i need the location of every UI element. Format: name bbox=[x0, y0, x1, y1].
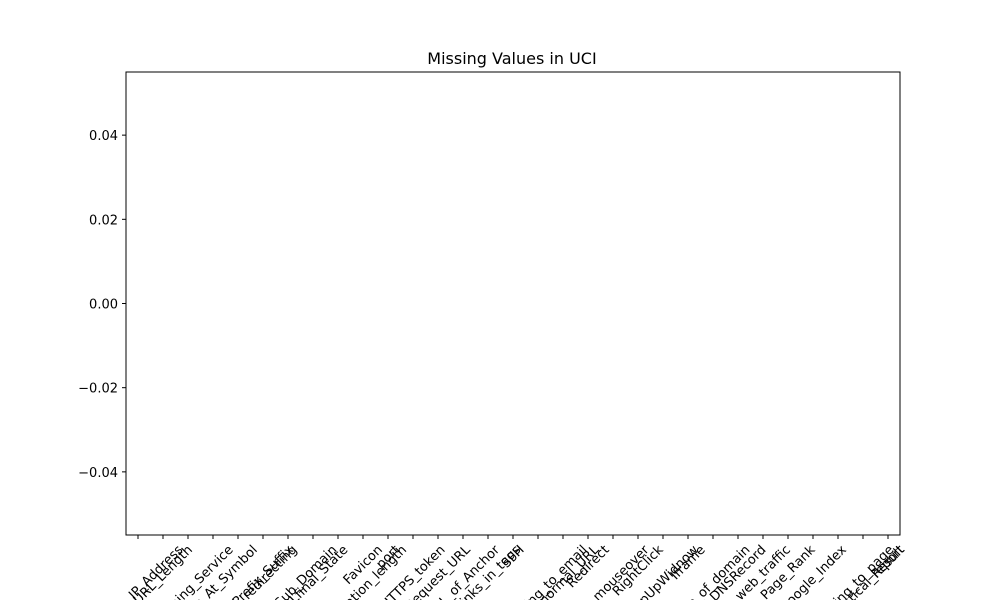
axes-frame bbox=[125, 71, 901, 536]
y-tick-label: −0.04 bbox=[78, 466, 118, 481]
y-tick-label: 0.02 bbox=[89, 213, 118, 228]
y-tick-label: 0.04 bbox=[89, 129, 118, 144]
chart-title: Missing Values in UCI bbox=[427, 49, 596, 68]
y-tick-label: −0.02 bbox=[78, 382, 118, 397]
y-tick-label: 0.00 bbox=[89, 298, 118, 313]
